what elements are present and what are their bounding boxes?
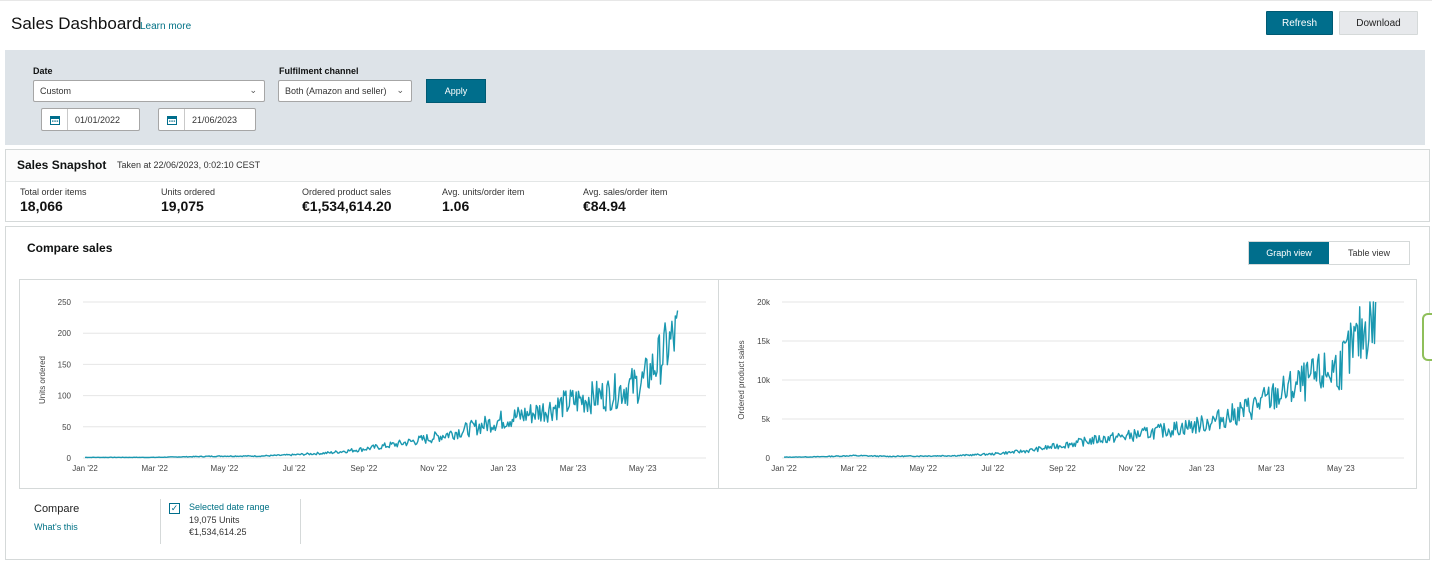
series-line	[783, 301, 1377, 459]
compare-label: Compare	[34, 503, 80, 515]
units-chart-svg: 0 50 100 150 200 250 Units ordered Jan '22 Mar '…	[38, 298, 706, 473]
y-tick-label: 0	[766, 454, 771, 463]
apply-button[interactable]: Apply	[426, 79, 486, 103]
x-tick-label: Mar '22	[141, 464, 168, 473]
start-date-value: 01/01/2022	[75, 114, 121, 125]
legend-units: 19,075 Units	[189, 515, 240, 525]
end-date-value: 21/06/2023	[192, 114, 238, 125]
x-tick-label: Sep '22	[350, 464, 377, 473]
date-select-value: Custom	[40, 86, 72, 96]
x-tick-label: May '23	[1327, 464, 1355, 473]
x-tick-label: Sep '22	[1049, 464, 1076, 473]
y-axis-label: Units ordered	[38, 356, 47, 404]
date-select[interactable]: Custom ⌄	[33, 80, 265, 102]
x-tick-label: Mar '22	[840, 464, 867, 473]
y-tick-label: 15k	[757, 337, 771, 346]
learn-more-link[interactable]: Learn more	[140, 21, 192, 32]
units-chart: 0 50 100 150 200 250 Units ordered Jan '22 Mar '…	[19, 279, 719, 489]
metric-value: €1,534,614.20	[302, 198, 392, 214]
x-tick-label: Jul '22	[981, 464, 1004, 473]
compare-sales-panel: Compare sales Graph view Table view 0 50 1…	[5, 226, 1430, 560]
metric-ordered-product-sales: Ordered product sales €1,534,614.20	[302, 187, 392, 214]
x-tick-label: May '22	[909, 464, 937, 473]
metric-value: 18,066	[20, 198, 63, 214]
feedback-tab[interactable]	[1422, 313, 1432, 361]
snapshot-title: Sales Snapshot	[17, 158, 107, 172]
x-tick-label: Mar '23	[560, 464, 587, 473]
filter-panel: Date Custom ⌄ 01/01/2022 21/06/2023 Fulf…	[5, 50, 1425, 145]
sales-chart-svg: 0 5k 10k 15k 20k Ordered product sales Jan '22…	[737, 298, 1404, 473]
metric-label: Ordered product sales	[302, 187, 392, 197]
y-tick-label: 250	[58, 298, 72, 307]
y-tick-label: 5k	[762, 415, 771, 424]
x-tick-label: Nov '22	[420, 464, 447, 473]
x-tick-label: Jan '23	[491, 464, 517, 473]
y-tick-label: 0	[67, 454, 72, 463]
metric-value: 19,075	[161, 198, 204, 214]
y-tick-label: 200	[58, 329, 72, 338]
y-tick-label: 100	[58, 392, 72, 401]
channel-label: Fulfilment channel	[279, 66, 359, 76]
refresh-button[interactable]: Refresh	[1266, 11, 1333, 35]
snapshot-header: Sales Snapshot Taken at 22/06/2023, 0:02…	[6, 150, 1429, 182]
compare-legend: ✓ Selected date range 19,075 Units €1,53…	[160, 499, 301, 544]
y-tick-label: 50	[62, 423, 71, 432]
series-line	[84, 310, 679, 459]
page-header: Sales Dashboard Learn more Refresh Downl…	[0, 0, 1432, 48]
metric-units-ordered: Units ordered 19,075	[161, 187, 215, 214]
calendar-icon	[159, 109, 185, 130]
x-tick-label: Jan '23	[1189, 464, 1215, 473]
view-toggle: Graph view Table view	[1248, 241, 1410, 265]
legend-title[interactable]: Selected date range	[189, 502, 270, 512]
metric-avg-sales: Avg. sales/order item €84.94	[583, 187, 667, 214]
graph-view-button[interactable]: Graph view	[1249, 242, 1329, 264]
x-tick-label: May '23	[629, 464, 657, 473]
start-date-field[interactable]: 01/01/2022	[41, 108, 140, 131]
sales-snapshot: Sales Snapshot Taken at 22/06/2023, 0:02…	[5, 149, 1430, 222]
metric-total-order-items: Total order items 18,066	[20, 187, 87, 214]
sales-chart: 0 5k 10k 15k 20k Ordered product sales Jan '22…	[718, 279, 1417, 489]
end-date-field[interactable]: 21/06/2023	[158, 108, 256, 131]
chevron-down-icon: ⌄	[396, 85, 404, 95]
metric-label: Avg. units/order item	[442, 187, 525, 197]
y-tick-label: 150	[58, 360, 72, 369]
calendar-icon	[42, 109, 68, 130]
y-tick-label: 20k	[757, 298, 771, 307]
legend-sales: €1,534,614.25	[189, 527, 247, 537]
y-tick-label: 10k	[757, 376, 771, 385]
whats-this-link[interactable]: What's this	[34, 522, 78, 532]
compare-title: Compare sales	[27, 241, 113, 255]
x-tick-label: Jan '22	[771, 464, 797, 473]
snapshot-timestamp: Taken at 22/06/2023, 0:02:10 CEST	[117, 160, 261, 170]
selected-range-checkbox[interactable]: ✓	[169, 503, 180, 514]
metric-label: Avg. sales/order item	[583, 187, 668, 197]
date-label: Date	[33, 66, 53, 76]
x-tick-label: Mar '23	[1258, 464, 1285, 473]
metric-value: €84.94	[583, 198, 626, 214]
metric-value: 1.06	[442, 198, 470, 214]
chevron-down-icon: ⌄	[249, 85, 257, 95]
x-tick-label: Jul '22	[283, 464, 306, 473]
x-tick-label: May '22	[211, 464, 239, 473]
download-button[interactable]: Download	[1339, 11, 1418, 35]
channel-select[interactable]: Both (Amazon and seller) ⌄	[278, 80, 412, 102]
x-tick-label: Nov '22	[1119, 464, 1146, 473]
table-view-button[interactable]: Table view	[1329, 242, 1409, 264]
channel-select-value: Both (Amazon and seller)	[285, 86, 387, 96]
x-tick-label: Jan '22	[72, 464, 98, 473]
page-title: Sales Dashboard	[11, 14, 142, 33]
metric-label: Units ordered	[161, 187, 216, 197]
y-axis-label: Ordered product sales	[737, 340, 746, 419]
metric-label: Total order items	[20, 187, 87, 197]
metric-avg-units: Avg. units/order item 1.06	[442, 187, 524, 214]
